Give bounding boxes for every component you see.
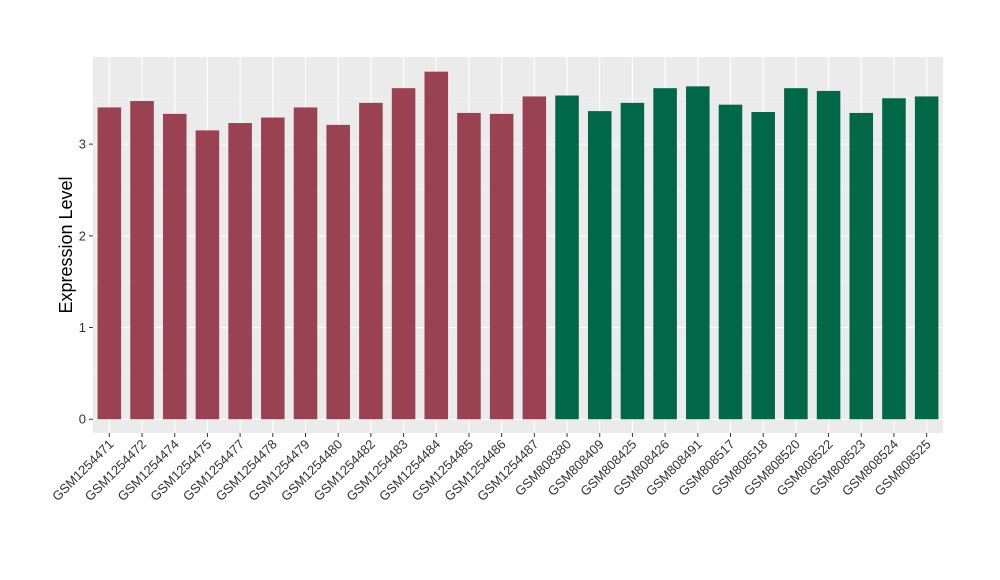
bar: [816, 90, 841, 420]
y-tick-label: 1: [79, 320, 86, 335]
bar: [162, 113, 187, 420]
bar: [293, 107, 318, 420]
bar: [326, 124, 350, 420]
y-tick-label: 3: [79, 137, 86, 152]
bar: [653, 88, 677, 420]
bar: [522, 96, 547, 420]
bar: [489, 113, 514, 420]
bar: [555, 95, 579, 420]
y-tick-label: 2: [79, 228, 86, 243]
y-axis-title: Expression Level: [56, 176, 76, 313]
bar: [784, 88, 808, 420]
bar: [686, 86, 710, 420]
y-axis: 0 1 2 3: [79, 137, 93, 427]
bar: [882, 98, 906, 420]
bar: [718, 104, 743, 420]
bar: [195, 130, 220, 420]
bar: [587, 111, 612, 420]
plot-panel: [93, 57, 943, 433]
bar: [391, 88, 416, 420]
y-tick-label: 0: [79, 412, 86, 427]
bar: [130, 101, 154, 420]
bar: [97, 107, 122, 420]
bar: [751, 112, 775, 420]
bar: [849, 112, 874, 420]
x-axis: GSM1254471GSM1254472GSM1254474GSM1254475…: [49, 433, 934, 504]
bar: [457, 112, 481, 420]
bar: [261, 117, 285, 420]
bars: [97, 71, 939, 420]
bar: [424, 71, 449, 420]
bar: [359, 102, 383, 420]
bar: [228, 123, 252, 420]
bar: [914, 96, 939, 420]
bar: [620, 102, 645, 420]
